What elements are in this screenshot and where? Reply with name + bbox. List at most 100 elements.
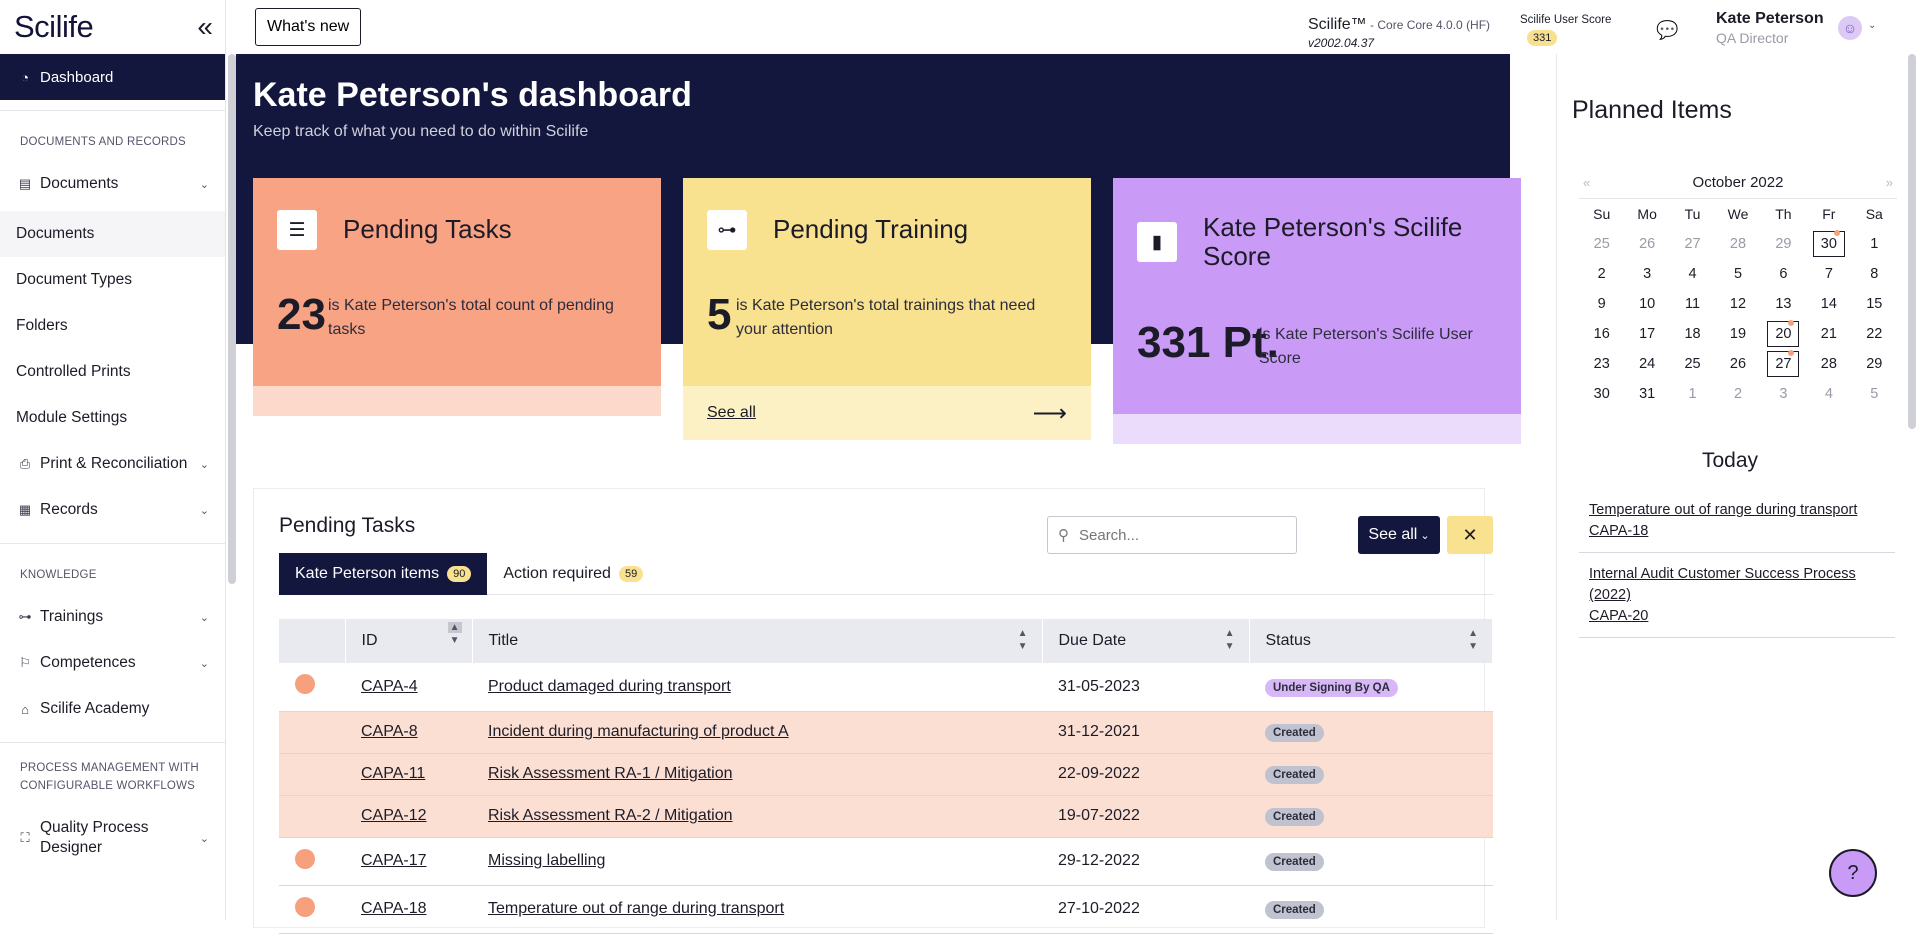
arrow-right-icon[interactable]: ⟶ — [1032, 399, 1067, 427]
right-scrollbar[interactable] — [1908, 54, 1916, 429]
table-row[interactable]: CAPA-18 Temperature out of range during … — [279, 885, 1493, 934]
calendar-day[interactable]: 16 — [1593, 326, 1610, 342]
calendar-day[interactable]: 30 — [1593, 386, 1610, 402]
task-title-link[interactable]: Risk Assessment RA-2 / Mitigation — [488, 807, 733, 824]
planned-item[interactable]: Temperature out of range during transpor… — [1579, 490, 1895, 553]
column-header-id[interactable]: ID ▲ ▼ — [345, 619, 473, 663]
sort-icon[interactable]: ▲ ▼ — [1017, 628, 1028, 652]
calendar-day-today[interactable]: 20 — [1761, 319, 1806, 349]
calendar-day[interactable]: 15 — [1866, 296, 1883, 312]
sidebar-item-documents[interactable]: Documents — [0, 211, 225, 257]
sidebar-item-competences[interactable]: ⚐ Competences ⌄ — [0, 640, 225, 686]
column-header-status[interactable]: Status ▲ ▼ — [1249, 619, 1493, 663]
sidebar-item-academy[interactable]: ⌂ Scilife Academy — [0, 686, 225, 732]
sidebar-scrollbar[interactable] — [228, 54, 236, 584]
calendar-day[interactable]: 3 — [1779, 386, 1788, 402]
task-id-link[interactable]: CAPA-4 — [361, 677, 418, 695]
calendar-day[interactable]: 21 — [1820, 326, 1837, 342]
see-all-link[interactable]: See all — [707, 404, 756, 421]
sidebar-item-controlled-prints[interactable]: Controlled Prints — [0, 349, 225, 395]
planned-item-id[interactable]: CAPA-18 — [1589, 523, 1649, 539]
table-row[interactable]: CAPA-17 Missing labelling 29-12-2022 Cre… — [279, 837, 1493, 886]
calendar-day[interactable]: 6 — [1779, 266, 1788, 282]
calendar-day[interactable]: 26 — [1639, 236, 1656, 252]
tab-action-required[interactable]: Action required 59 — [487, 553, 659, 595]
sidebar-item-documents-group[interactable]: ▤ Documents ⌄ — [0, 161, 225, 207]
calendar-day[interactable]: 25 — [1684, 356, 1701, 372]
task-id-link[interactable]: CAPA-12 — [361, 807, 427, 824]
calendar-day[interactable]: 10 — [1639, 296, 1656, 312]
table-row[interactable]: CAPA-11 Risk Assessment RA-1 / Mitigatio… — [279, 753, 1493, 796]
planned-item-title[interactable]: Temperature out of range during transpor… — [1589, 502, 1858, 518]
planned-item-title[interactable]: Internal Audit Customer Success Process … — [1589, 566, 1856, 603]
calendar-day[interactable]: 29 — [1866, 356, 1883, 372]
calendar-day[interactable]: 23 — [1593, 356, 1610, 372]
task-id-link[interactable]: CAPA-17 — [361, 852, 427, 869]
planned-item-id[interactable]: CAPA-20 — [1589, 608, 1649, 624]
task-id-link[interactable]: CAPA-11 — [361, 765, 426, 782]
sort-icon[interactable]: ▲ ▼ — [1224, 628, 1235, 652]
column-header-title[interactable]: Title ▲ ▼ — [472, 619, 1043, 663]
calendar-day[interactable]: 28 — [1729, 236, 1747, 252]
sidebar-item-quality-process[interactable]: ⛶ Quality Process Designer ⌄ — [0, 811, 225, 865]
calendar-day[interactable]: 4 — [1824, 386, 1833, 402]
calendar-day[interactable]: 27 — [1684, 236, 1701, 252]
table-row[interactable]: CAPA-8 Incident during manufacturing of … — [279, 711, 1493, 754]
calendar-day[interactable]: 5 — [1733, 266, 1743, 282]
sidebar-item-records[interactable]: ▦ Records ⌄ — [0, 487, 225, 533]
search-box[interactable]: ⚲ — [1047, 516, 1297, 554]
task-title-link[interactable]: Temperature out of range during transpor… — [488, 900, 785, 917]
calendar-day[interactable]: 1 — [1870, 236, 1879, 252]
see-all-training-link[interactable]: See all ⟶ — [683, 386, 1091, 440]
calendar-day[interactable]: 18 — [1684, 326, 1701, 342]
tab-my-items[interactable]: Kate Peterson items 90 — [279, 553, 488, 595]
calendar-day[interactable]: 2 — [1733, 386, 1743, 402]
calendar-day[interactable]: 27 — [1761, 349, 1806, 379]
calendar-day[interactable]: 11 — [1685, 296, 1701, 312]
calendar-day[interactable]: 2 — [1597, 266, 1606, 282]
planned-item[interactable]: Internal Audit Customer Success Process … — [1579, 554, 1895, 638]
sidebar-item-module-settings[interactable]: Module Settings — [0, 395, 225, 441]
sidebar-item-folders[interactable]: Folders — [0, 303, 225, 349]
calendar-day[interactable]: 1 — [1688, 386, 1697, 402]
calendar-day[interactable]: 31 — [1639, 386, 1656, 402]
calendar-day[interactable]: 13 — [1775, 296, 1792, 312]
calendar-day[interactable]: 26 — [1729, 356, 1747, 372]
calendar-day[interactable]: 24 — [1639, 356, 1656, 372]
next-month-icon[interactable]: » — [1885, 175, 1893, 190]
calendar-day[interactable]: 9 — [1597, 296, 1606, 312]
calendar-day[interactable]: 29 — [1775, 236, 1792, 252]
avatar[interactable]: ☺ — [1838, 16, 1862, 40]
sidebar-item-trainings[interactable]: ⊶ Trainings ⌄ — [0, 594, 225, 640]
calendar-day[interactable]: 14 — [1820, 296, 1837, 312]
table-row[interactable]: CAPA-4 Product damaged during transport … — [279, 663, 1493, 712]
help-button[interactable]: ? — [1829, 849, 1877, 897]
sort-icon[interactable]: ▲ ▼ — [1468, 628, 1478, 652]
task-title-link[interactable]: Missing labelling — [488, 852, 606, 869]
sidebar-item-dashboard[interactable]: ◔ Dashboard — [0, 54, 225, 100]
table-row[interactable]: CAPA-12 Risk Assessment RA-2 / Mitigatio… — [279, 795, 1493, 838]
sort-icon[interactable]: ▲ ▼ — [447, 622, 462, 646]
column-header-due-date[interactable]: Due Date ▲ ▼ — [1042, 619, 1250, 663]
prev-month-icon[interactable]: « — [1583, 175, 1591, 190]
chevron-down-icon[interactable]: ⌄ — [1868, 20, 1877, 31]
whats-new-button[interactable]: What's new — [255, 8, 362, 46]
calendar-day[interactable]: 22 — [1866, 326, 1883, 342]
task-id-link[interactable]: CAPA-8 — [361, 723, 418, 740]
calendar-day[interactable]: 17 — [1639, 326, 1656, 342]
calendar-day[interactable]: 25 — [1593, 236, 1610, 252]
calendar-day[interactable]: 30 — [1806, 229, 1851, 259]
close-button[interactable]: ✕ — [1447, 516, 1493, 554]
collapse-sidebar-icon[interactable]: « — [197, 11, 213, 42]
task-title-link[interactable]: Incident during manufacturing of product… — [488, 723, 789, 740]
calendar-day[interactable]: 19 — [1729, 326, 1747, 342]
calendar-day[interactable]: 3 — [1643, 266, 1652, 282]
calendar-day[interactable]: 8 — [1870, 266, 1879, 282]
calendar-day[interactable]: 4 — [1688, 266, 1697, 282]
see-all-button[interactable]: See all ⌄ — [1358, 516, 1440, 554]
search-input[interactable] — [1077, 525, 1277, 545]
calendar-day[interactable]: 28 — [1820, 356, 1837, 372]
sidebar-item-document-types[interactable]: Document Types — [0, 257, 225, 303]
task-title-link[interactable]: Product damaged during transport — [488, 677, 731, 695]
chat-icon[interactable]: 💬 — [1656, 20, 1679, 40]
